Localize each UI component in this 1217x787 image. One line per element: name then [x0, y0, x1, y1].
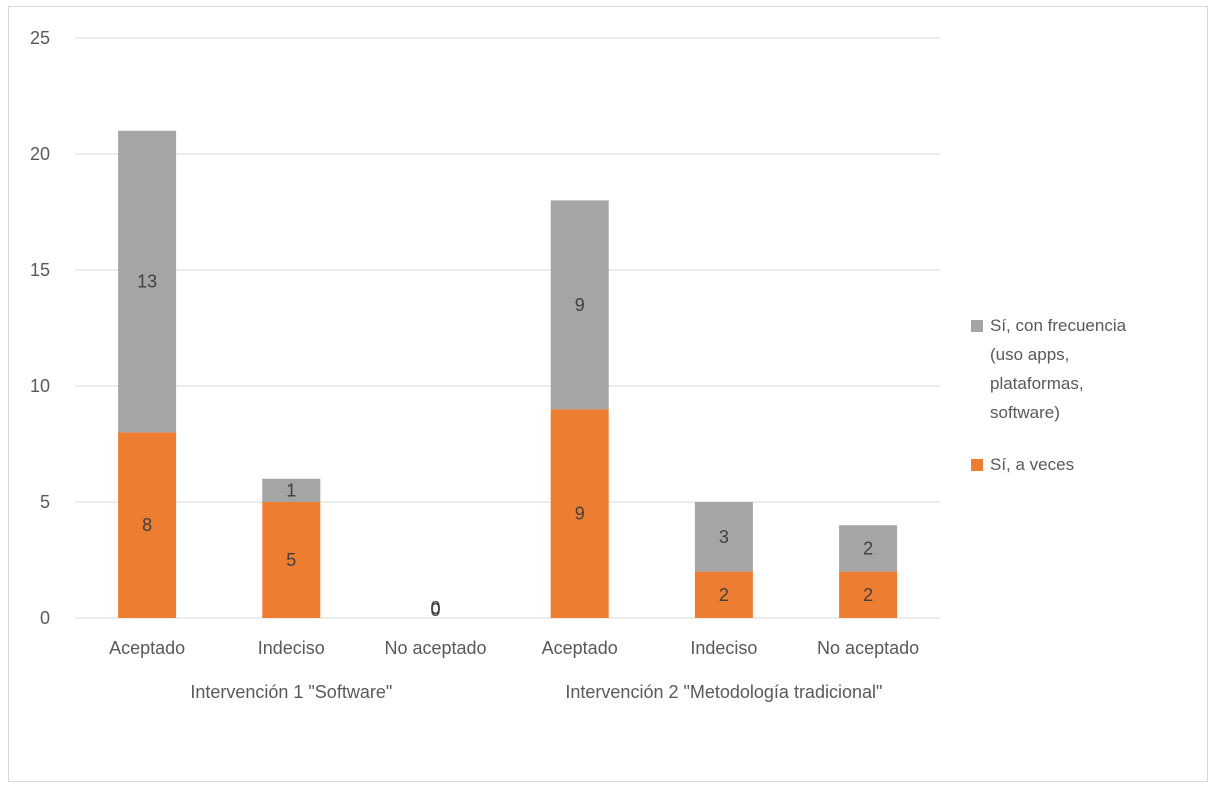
data-label: 8: [142, 515, 152, 535]
data-label: 1: [286, 480, 296, 500]
x-category-label: No aceptado: [384, 638, 486, 658]
data-label: 13: [137, 272, 157, 292]
y-tick-label: 20: [30, 144, 50, 164]
y-tick-label: 15: [30, 260, 50, 280]
data-label: 0: [430, 598, 440, 618]
data-label: 9: [575, 504, 585, 524]
bar-segment: [550, 200, 609, 410]
bar-segment: [262, 478, 321, 502]
x-category-label: No aceptado: [817, 638, 919, 658]
x-category-label: Indeciso: [258, 638, 325, 658]
x-category-label: Aceptado: [542, 638, 618, 658]
y-tick-label: 5: [40, 492, 50, 512]
legend-label: software): [990, 403, 1060, 422]
legend-swatch: [971, 320, 983, 332]
bar-segment: [118, 130, 177, 433]
x-category-label: Indeciso: [690, 638, 757, 658]
data-label: 2: [863, 585, 873, 605]
bar-segment: [694, 502, 753, 572]
data-label: 5: [286, 550, 296, 570]
legend-label: plataformas,: [990, 374, 1084, 393]
data-label: 3: [719, 527, 729, 547]
bar-segment: [262, 502, 321, 618]
data-label: 2: [719, 585, 729, 605]
data-label: 9: [575, 295, 585, 315]
bar-segment: [550, 409, 609, 618]
x-group-label: Intervención 2 "Metodología tradicional": [565, 682, 882, 702]
y-tick-label: 25: [30, 28, 50, 48]
legend-label: Sí, con frecuencia: [990, 316, 1127, 335]
x-category-label: Aceptado: [109, 638, 185, 658]
bar-segment: [839, 571, 898, 618]
y-tick-label: 0: [40, 608, 50, 628]
legend-swatch: [971, 459, 983, 471]
bar-segment: [118, 432, 177, 618]
y-tick-label: 10: [30, 376, 50, 396]
data-label: 0: [430, 600, 440, 620]
bar-segment: [694, 571, 753, 618]
data-label: 2: [863, 538, 873, 558]
legend-label: (uso apps,: [990, 345, 1069, 364]
x-group-label: Intervención 1 "Software": [190, 682, 392, 702]
legend-label: Sí, a veces: [990, 455, 1074, 474]
bar-segment: [839, 525, 898, 572]
